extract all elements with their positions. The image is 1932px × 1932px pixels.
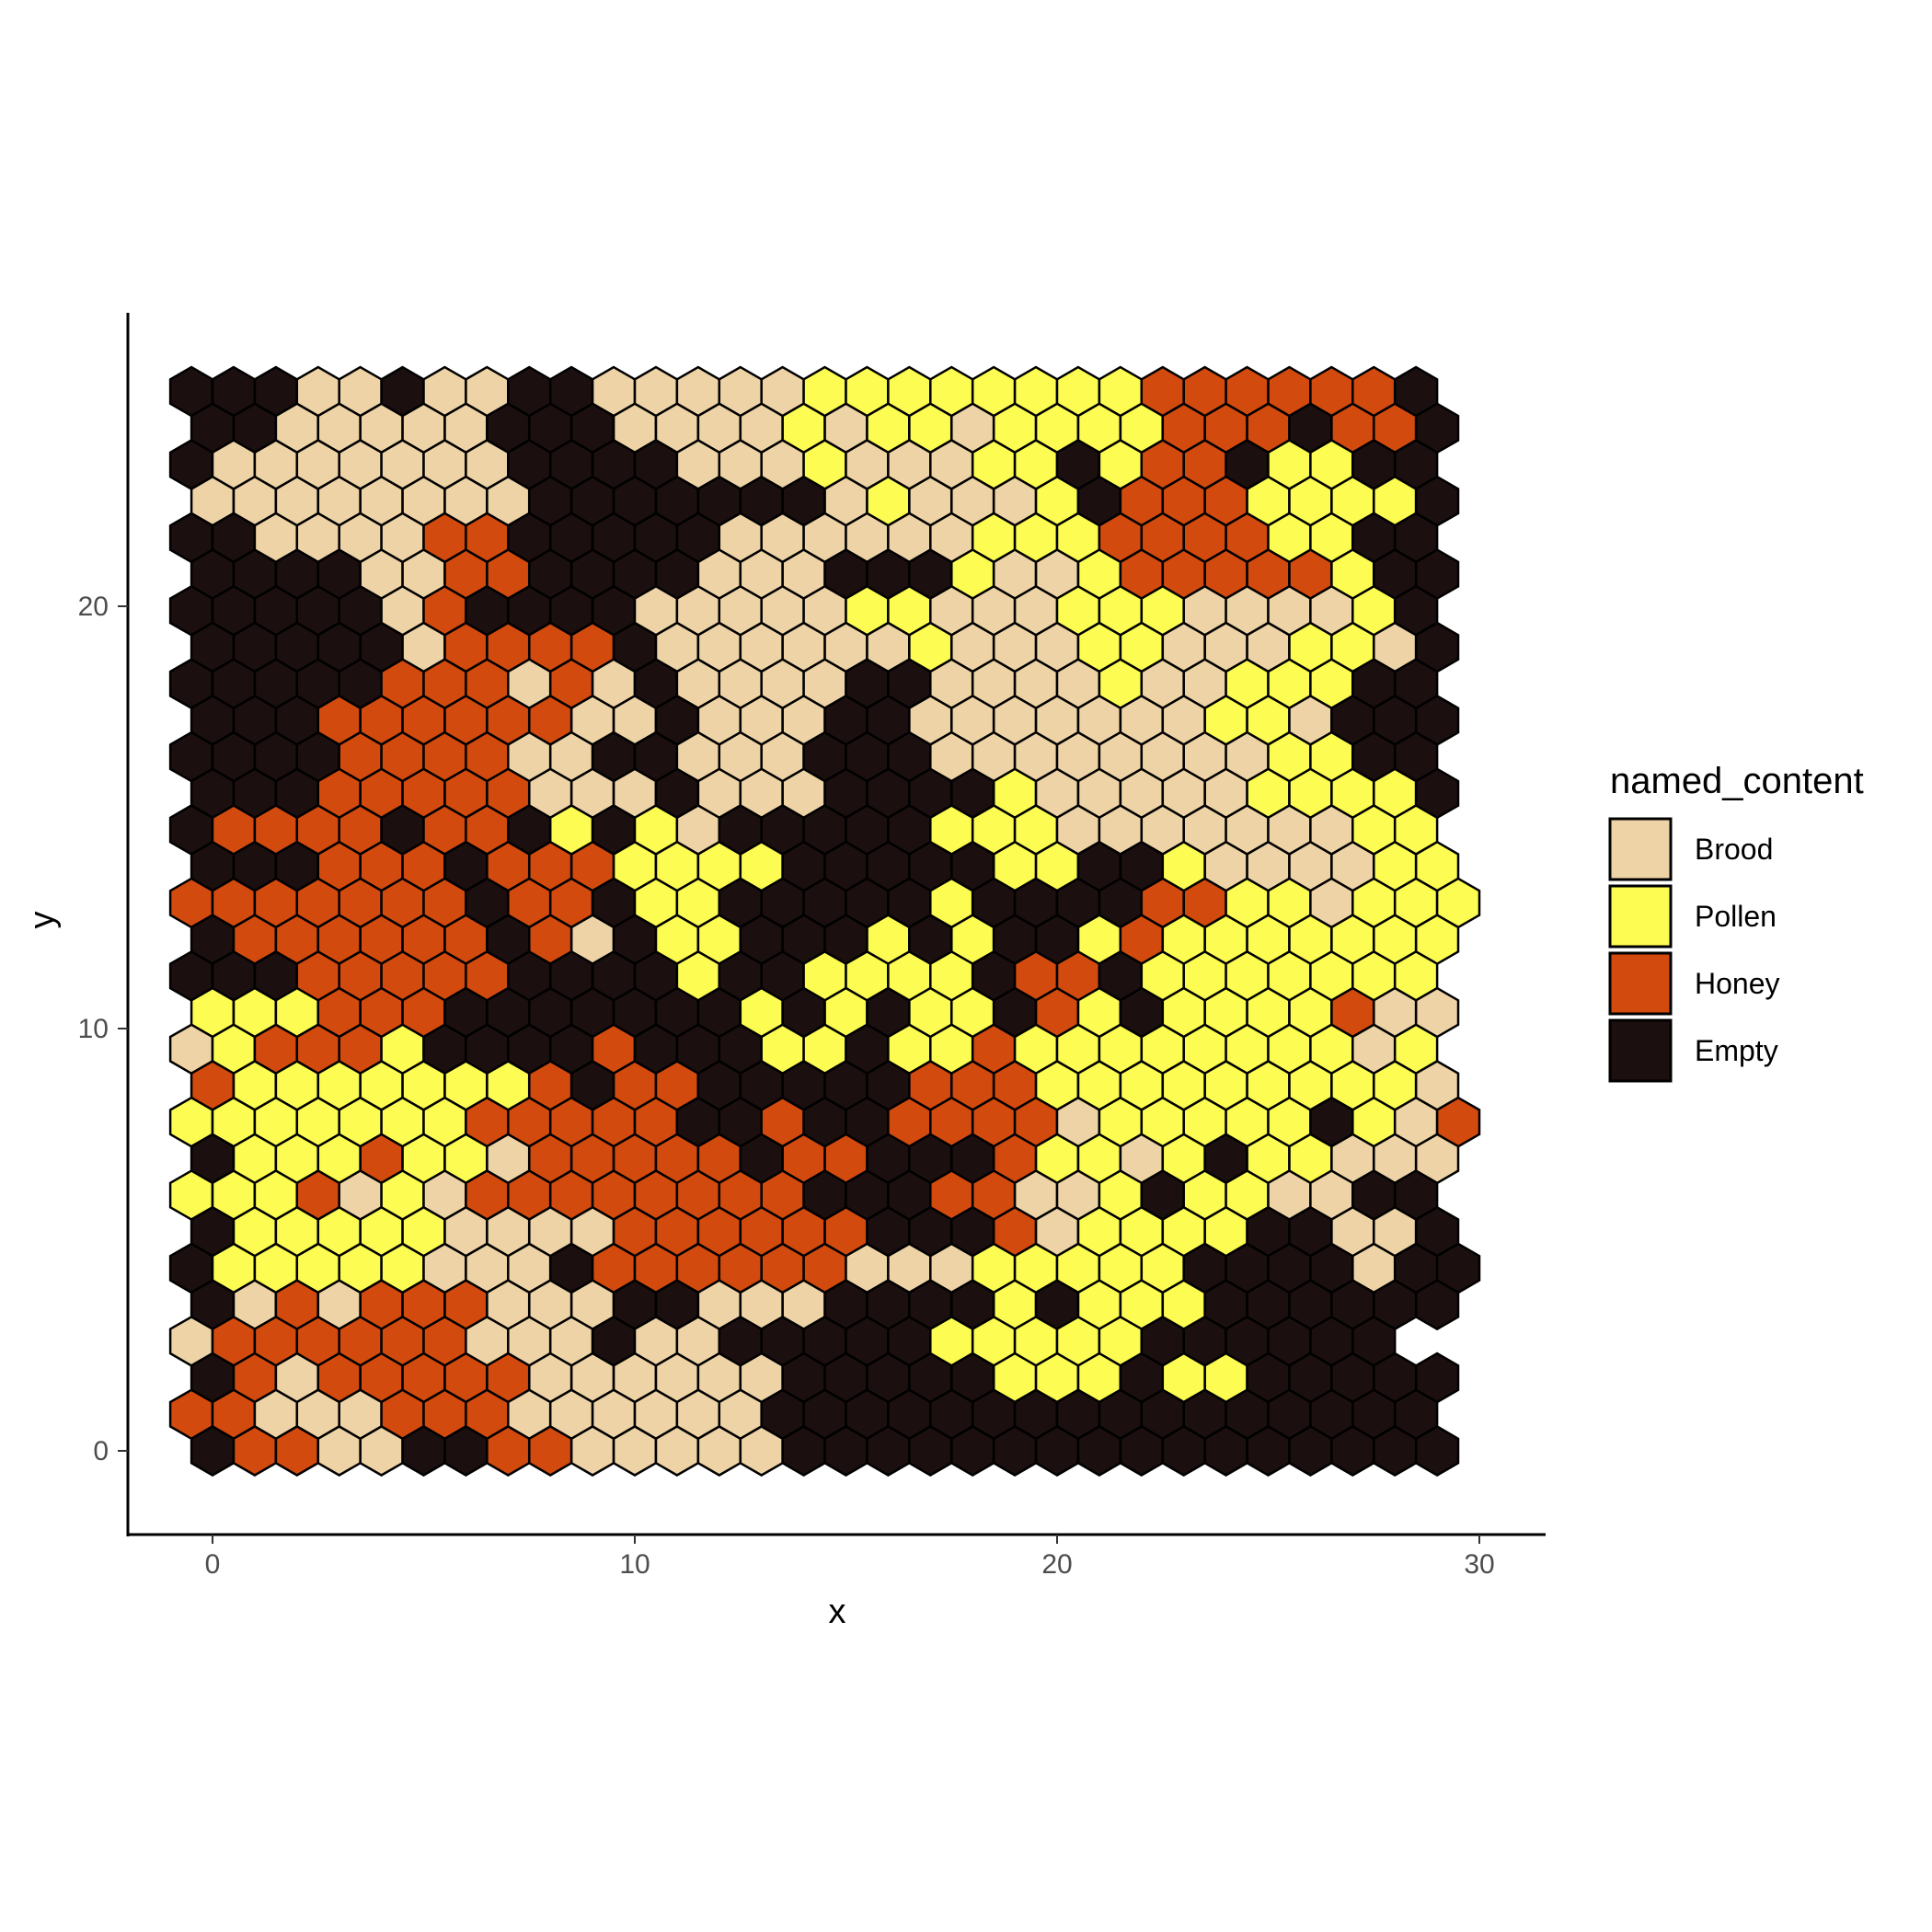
y-axis-ticks: 0 10 20 [78, 592, 128, 1466]
hex-cell-brood [569, 1425, 615, 1477]
hex-cell-empty [1246, 1425, 1291, 1477]
hex-cell-empty [401, 1425, 446, 1477]
y-tick-label: 20 [78, 592, 109, 622]
legend-swatch-brood [1608, 817, 1673, 881]
legend-label-brood: Brood [1695, 833, 1773, 866]
legend-swatch-honey [1608, 951, 1673, 1016]
hex-cell-empty [1373, 1425, 1418, 1477]
hex-cell-honey [528, 1425, 573, 1477]
x-axis-title: x [829, 1593, 846, 1631]
legend: named_content Brood Pollen Honey Empty [1608, 761, 1864, 1083]
hex-cell-empty [992, 1425, 1038, 1477]
hex-cell-brood [696, 1425, 742, 1477]
hex-cell-empty [443, 1425, 489, 1477]
hex-cell-empty [950, 1425, 995, 1477]
hex-cell-empty [1330, 1425, 1375, 1477]
hex-cell-honey [274, 1425, 319, 1477]
x-axis-ticks: 0 10 20 30 [205, 1535, 1495, 1580]
legend-label-empty: Empty [1695, 1034, 1778, 1067]
x-tick-label: 20 [1041, 1549, 1072, 1580]
hex-cell-brood [359, 1425, 404, 1477]
hex-cell-empty [1034, 1425, 1080, 1477]
hex-cell-brood [654, 1425, 700, 1477]
legend-label-honey: Honey [1695, 967, 1780, 1000]
legend-swatch-pollen [1608, 884, 1673, 949]
hex-cell-empty [190, 1425, 236, 1477]
hex-cell-empty [1414, 1279, 1460, 1331]
hex-cell-empty [1414, 1425, 1460, 1477]
legend-swatch-empty [1608, 1018, 1673, 1083]
x-tick-label: 30 [1464, 1549, 1494, 1580]
hex-cell-honey [232, 1425, 278, 1477]
x-tick-label: 0 [205, 1549, 221, 1580]
hex-cell-honey [486, 1425, 531, 1477]
legend-title: named_content [1610, 761, 1864, 801]
hex-cell-empty [1288, 1425, 1333, 1477]
hex-cell-brood [612, 1425, 658, 1477]
hex-cell-layer [168, 365, 1481, 1477]
hex-cell-empty [1076, 1425, 1122, 1477]
y-axis-title: y [23, 912, 62, 929]
hex-cell-empty [1161, 1425, 1206, 1477]
hex-cell-brood [739, 1425, 784, 1477]
y-tick-label: 10 [78, 1014, 109, 1044]
hex-cell-empty [866, 1425, 911, 1477]
hex-cell-empty [781, 1425, 826, 1477]
x-tick-label: 10 [619, 1549, 650, 1580]
hex-cell-empty [908, 1425, 953, 1477]
hex-cell-brood [316, 1425, 362, 1477]
legend-label-pollen: Pollen [1695, 900, 1777, 933]
y-tick-label: 0 [93, 1436, 109, 1466]
hex-cell-empty [1119, 1425, 1164, 1477]
hex-cell-empty [823, 1425, 868, 1477]
hex-cell-empty [1203, 1425, 1248, 1477]
